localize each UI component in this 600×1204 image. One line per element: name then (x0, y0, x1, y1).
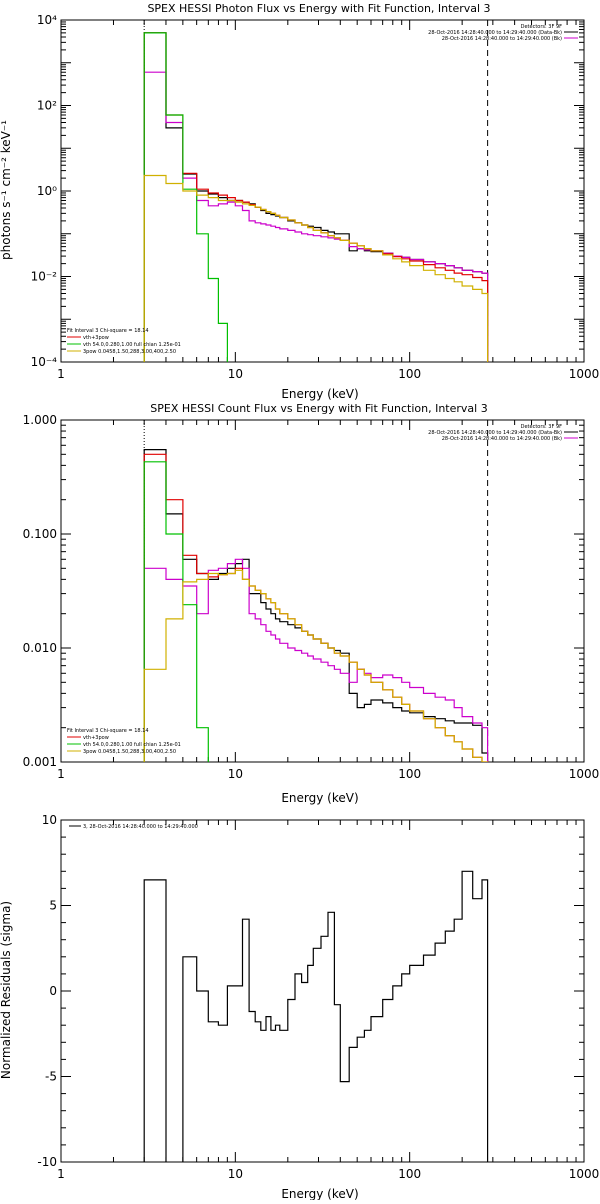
count-legend-fit-entry: vth 54.0,0.280,1.00 full chian 1.25e-01 (83, 742, 181, 748)
count-series-2-line (143, 453, 489, 762)
photon-y-tick-label: 10² (37, 99, 57, 113)
count-xlabel: Energy (keV) (281, 791, 358, 805)
residual-ylabel: Normalized Residuals (sigma) (0, 901, 13, 1079)
photon-y-tick-label: 10⁻² (31, 270, 58, 284)
count-series-1-line (143, 558, 489, 762)
photon-legend-top-entry: Detectors: 3F 9F (521, 24, 562, 30)
photon-series-0-line (143, 32, 489, 362)
count-legend-top-entry: Detectors: 3F 9F (521, 424, 562, 430)
photon-legend-fit-entry: vth 54.0,0.280,1.00 full chian 1.25e-01 (83, 342, 181, 348)
photon-chart-title: SPEX HESSI Photon Flux vs Energy with Fi… (147, 2, 490, 15)
residual-xlabel: Energy (keV) (281, 1187, 358, 1200)
photon-series-group (143, 32, 489, 362)
count-x-tick-label: 1000 (569, 767, 600, 781)
photon-legend-fit-entry: 3pow 0.0458,1.50,288,3.00,400,2.50 (83, 349, 176, 355)
photon-x-tick-label: 10 (228, 367, 243, 381)
photon-legend-top-entry: 28-Oct-2016 14:28:40.000 to 14:29:40.000… (442, 36, 562, 42)
count-legend-top-entry: 28-Oct-2016 14:28:40.000 to 14:29:40.000… (428, 430, 562, 436)
count-legend-fit-entry: vth+3pow (83, 735, 109, 741)
photon-series-3-line (143, 32, 228, 362)
count-x-tick-label: 1 (57, 767, 65, 781)
residual-x-tick-label: 1000 (569, 1167, 600, 1181)
count-chart-title: SPEX HESSI Count Flux vs Energy with Fit… (150, 402, 487, 415)
photon-ylabel: photons s⁻¹ cm⁻² keV⁻¹ (0, 120, 13, 260)
count-series-0-line (143, 449, 489, 762)
residual-y-tick-label: 10 (42, 813, 57, 827)
photon-x-axis-label: Energy (keV) (281, 387, 358, 401)
photon-y-tick-label: 10⁻⁴ (31, 355, 58, 369)
count-plot-frame (60, 419, 585, 763)
residual-y-tick-label: -5 (45, 1070, 57, 1084)
photon-series-1-line (143, 71, 489, 362)
photon-legend-fit-entry: vth+3pow (83, 335, 109, 341)
residual-y-tick-label: 5 (49, 899, 57, 913)
residual-series-0-line (143, 870, 489, 1162)
photon-xlabel: Energy (keV) (281, 387, 358, 401)
photon-legend-fit-entry: Fit Interval 3 Chi-square = 18.14 (67, 328, 149, 334)
photon-legend-top-entry: 28-Oct-2016 14:28:40.000 to 14:29:40.000… (428, 30, 562, 36)
photon-flux-panel: SPEX HESSI Photon Flux vs Energy with Fi… (0, 2, 599, 401)
photon-x-tick-label: 1000 (569, 367, 600, 381)
photon-series-4-line (143, 174, 489, 362)
residual-x-tick-label: 100 (398, 1167, 421, 1181)
count-x-tick-label: 10 (228, 767, 243, 781)
count-y-tick-label: 0.001 (23, 755, 57, 769)
photon-plot-frame (60, 19, 585, 363)
photon-x-tick-label: 1 (57, 367, 65, 381)
residual-legend-top-entry: 3, 28-Oct-2016 14:28:40.000 to 14:29:40.… (83, 824, 198, 830)
count-series-4-line (143, 569, 489, 762)
photon-y-tick-label: 10⁴ (37, 13, 57, 27)
residual-y-tick-label: 0 (49, 984, 57, 998)
residual-series-group (143, 870, 489, 1162)
count-x-tick-label: 100 (398, 767, 421, 781)
count-series-group (143, 449, 489, 762)
count-series-3-line (143, 461, 209, 762)
count-y-tick-label: 0.100 (23, 527, 57, 541)
count-flux-panel: SPEX HESSI Count Flux vs Energy with Fit… (23, 402, 600, 805)
count-legend-top-entry: 28-Oct-2016 14:28:40.000 to 14:29:40.000… (442, 436, 562, 442)
residual-x-tick-label: 10 (228, 1167, 243, 1181)
photon-series-2-line (143, 32, 489, 362)
count-legend-fit-entry: 3pow 0.0458,1.50,288,3.00,400,2.50 (83, 749, 176, 755)
residual-y-tick-label: -10 (37, 1155, 57, 1169)
count-y-tick-label: 0.010 (23, 641, 57, 655)
residual-x-tick-label: 1 (57, 1167, 65, 1181)
photon-x-tick-label: 100 (398, 367, 421, 381)
residual-plot-frame (60, 819, 585, 1163)
photon-y-tick-label: 10⁰ (37, 184, 57, 198)
count-y-tick-label: 1.000 (23, 413, 57, 427)
residuals-panel: Energy (keV) Normalized Residuals (sigma… (0, 813, 600, 1201)
count-legend-fit-entry: Fit Interval 3 Chi-square = 18.14 (67, 728, 149, 734)
